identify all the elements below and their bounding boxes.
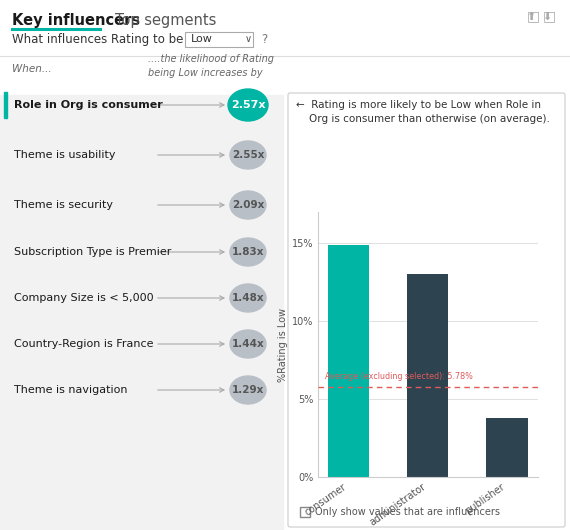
Bar: [4, 92, 7, 118]
Ellipse shape: [230, 376, 266, 404]
Text: Top segments: Top segments: [115, 13, 217, 28]
Text: What influences Rating to be: What influences Rating to be: [12, 33, 184, 47]
Text: Average (excluding selected): 5.78%: Average (excluding selected): 5.78%: [325, 373, 473, 382]
Text: 1.29x: 1.29x: [232, 385, 264, 395]
Text: Role in Org is consumer: Role in Org is consumer: [14, 100, 163, 110]
Text: 2.55x: 2.55x: [232, 150, 264, 160]
Bar: [486, 418, 528, 477]
Text: Key influencers: Key influencers: [12, 13, 140, 28]
Text: Low: Low: [191, 34, 213, 45]
Bar: [300, 507, 310, 517]
Text: ∨: ∨: [245, 34, 252, 45]
Text: Subscription Type is Premier: Subscription Type is Premier: [14, 247, 172, 257]
Text: 1.48x: 1.48x: [231, 293, 264, 303]
Text: □: □: [527, 9, 540, 23]
Bar: [185, 32, 253, 47]
Text: Only show values that are influencers: Only show values that are influencers: [315, 507, 500, 517]
Ellipse shape: [230, 141, 266, 169]
Y-axis label: %Rating is Low: %Rating is Low: [278, 307, 287, 382]
Bar: [328, 245, 369, 477]
Text: ?: ?: [261, 33, 267, 46]
Bar: [407, 275, 449, 477]
Text: ....the likelihood of Rating
being Low increases by: ....the likelihood of Rating being Low i…: [148, 55, 274, 77]
Text: Country-Region is France: Country-Region is France: [14, 339, 153, 349]
Text: 2.57x: 2.57x: [231, 100, 265, 110]
Text: Theme is usability: Theme is usability: [14, 150, 116, 160]
Text: □: □: [543, 9, 556, 23]
Text: Theme is security: Theme is security: [14, 200, 113, 210]
Text: 1.83x: 1.83x: [232, 247, 264, 257]
Bar: [0, 95, 283, 530]
Ellipse shape: [228, 89, 268, 121]
Ellipse shape: [230, 284, 266, 312]
Ellipse shape: [230, 238, 266, 266]
FancyBboxPatch shape: [288, 93, 565, 527]
Text: When...: When...: [12, 64, 52, 74]
Text: Theme is navigation: Theme is navigation: [14, 385, 128, 395]
Text: ⬆: ⬆: [526, 12, 535, 22]
Ellipse shape: [230, 330, 266, 358]
Text: ←  Rating is more likely to be Low when Role in
    Org is consumer than otherwi: ← Rating is more likely to be Low when R…: [296, 100, 550, 124]
Text: 2.09x: 2.09x: [232, 200, 264, 210]
Text: 1.44x: 1.44x: [231, 339, 264, 349]
Text: Company Size is < 5,000: Company Size is < 5,000: [14, 293, 154, 303]
Text: ⬇: ⬇: [542, 12, 551, 22]
Ellipse shape: [230, 191, 266, 219]
